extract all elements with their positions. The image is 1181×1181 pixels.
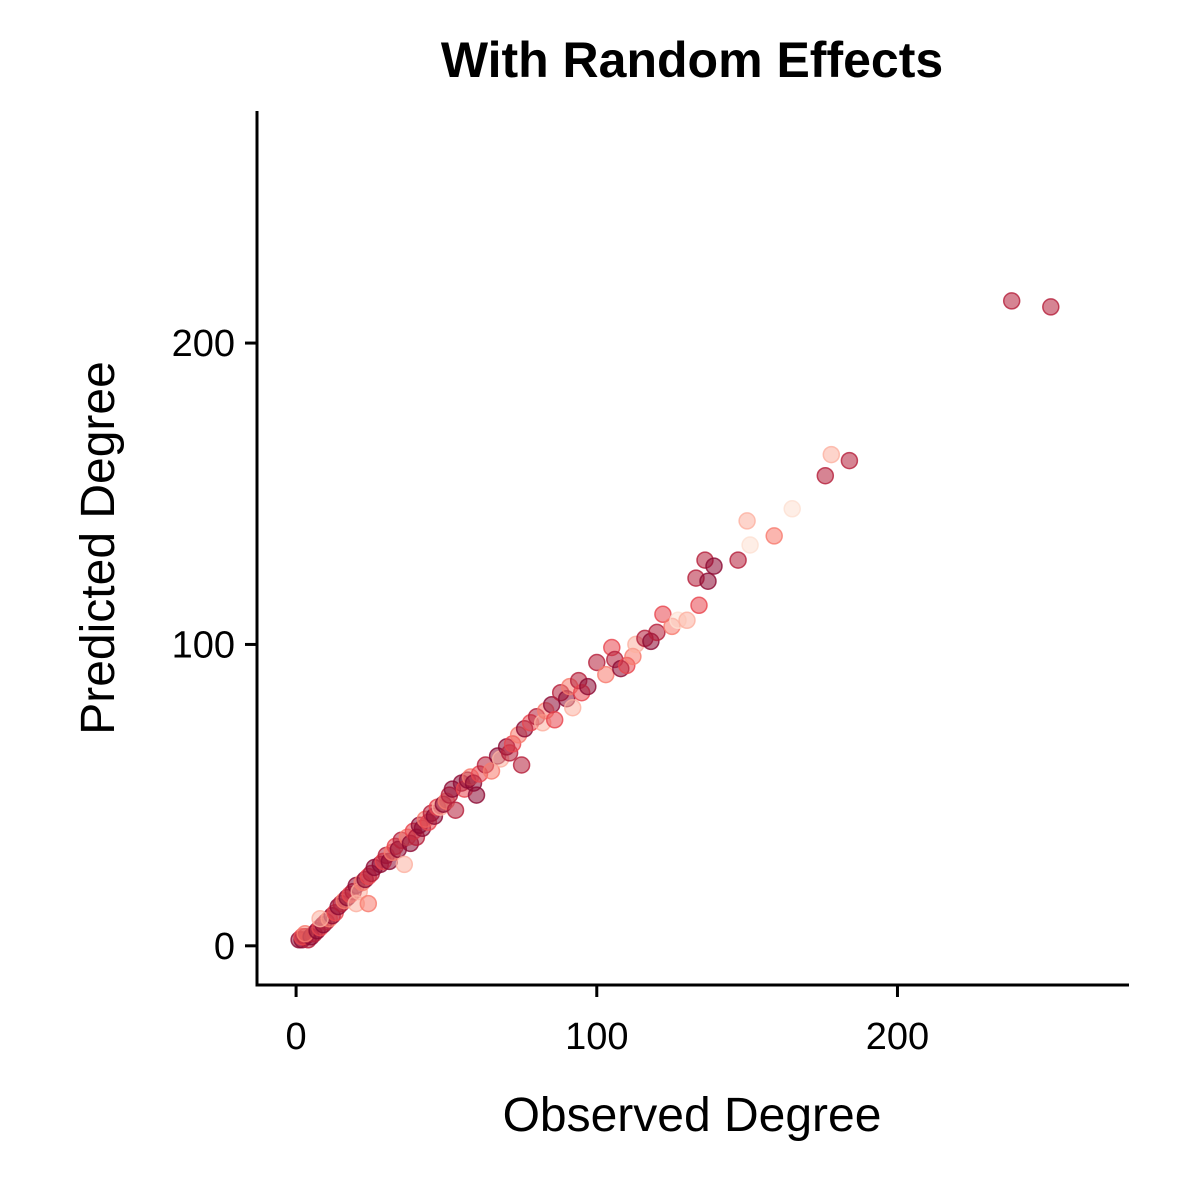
data-point-113 bbox=[822, 445, 841, 464]
data-point-112 bbox=[816, 466, 835, 485]
points-layer bbox=[290, 292, 1060, 949]
data-point-115 bbox=[1002, 292, 1021, 310]
data-point-114 bbox=[840, 451, 859, 470]
data-point-97 bbox=[648, 623, 666, 642]
data-point-14 bbox=[311, 909, 329, 928]
y-tick-label-200: 200 bbox=[172, 323, 235, 365]
y-tick-label-100: 100 bbox=[172, 624, 235, 666]
data-point-109 bbox=[741, 536, 759, 554]
data-point-107 bbox=[729, 551, 747, 569]
data-point-62 bbox=[467, 786, 486, 804]
x-axis-label: Observed Degree bbox=[503, 1089, 882, 1142]
data-point-65 bbox=[482, 762, 501, 780]
data-point-108 bbox=[738, 512, 756, 530]
data-point-102 bbox=[690, 596, 708, 615]
data-point-72 bbox=[512, 756, 531, 774]
data-point-30 bbox=[359, 894, 378, 913]
y-axis-ticks: 0 100 200 bbox=[172, 323, 257, 968]
data-point-86 bbox=[579, 677, 597, 696]
data-point-39 bbox=[395, 855, 414, 874]
data-point-88 bbox=[597, 665, 615, 684]
x-tick-label-100: 100 bbox=[565, 1016, 628, 1058]
y-axis-label: Predicted Degree bbox=[72, 361, 125, 735]
data-point-105 bbox=[699, 572, 717, 590]
data-point-79 bbox=[545, 711, 564, 729]
data-point-101 bbox=[678, 611, 696, 630]
data-point-110 bbox=[765, 527, 783, 545]
x-tick-label-0: 0 bbox=[286, 1016, 307, 1058]
data-point-111 bbox=[783, 500, 801, 518]
data-point-83 bbox=[563, 698, 582, 717]
data-point-106 bbox=[705, 557, 723, 575]
x-axis-ticks: 0 100 200 bbox=[286, 985, 929, 1058]
x-tick-label-200: 200 bbox=[866, 1016, 929, 1058]
y-tick-label-0: 0 bbox=[214, 926, 235, 968]
data-point-98 bbox=[654, 605, 672, 624]
data-point-87 bbox=[588, 653, 606, 672]
data-point-116 bbox=[1042, 298, 1060, 316]
data-point-56 bbox=[446, 801, 465, 819]
chart-title: With Random Effects bbox=[441, 32, 943, 88]
